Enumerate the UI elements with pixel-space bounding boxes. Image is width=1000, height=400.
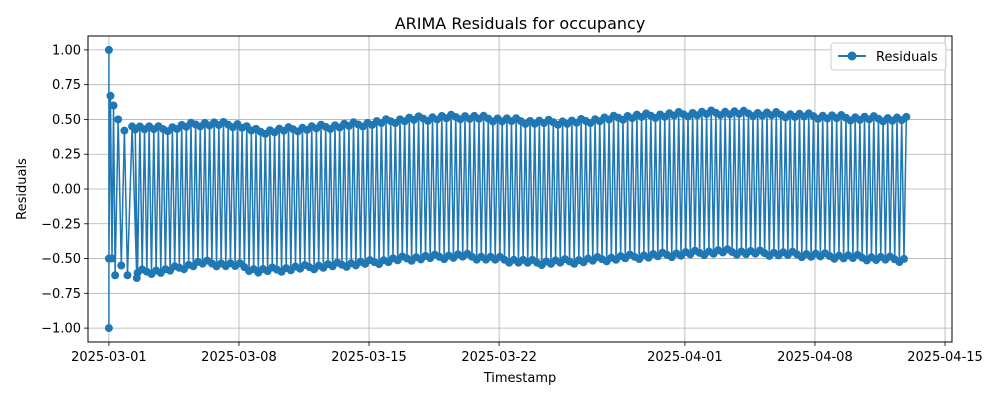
residual-point (114, 115, 123, 124)
residuals-markers (104, 45, 911, 333)
legend-label-residuals: Residuals (876, 50, 938, 65)
legend: Residuals (830, 42, 947, 71)
residual-point (902, 112, 911, 121)
y-axis-label: Residuals (15, 158, 30, 220)
residual-point (109, 101, 118, 110)
x-tick-label: 2025-03-15 (331, 350, 407, 365)
residual-point (106, 91, 115, 100)
x-tick-label: 2025-04-08 (777, 350, 853, 365)
y-tick-label: −0.75 (41, 287, 81, 302)
x-tick-label: 2025-04-15 (907, 350, 983, 365)
residual-point (104, 324, 113, 333)
legend-marker-residuals (847, 51, 857, 61)
y-tick-label: −0.50 (41, 252, 81, 267)
residual-point (900, 254, 908, 263)
x-tick-label: 2025-04-01 (647, 350, 723, 365)
residual-point (111, 271, 120, 280)
legend-box (830, 42, 947, 71)
y-tick-label: 0.25 (52, 148, 81, 163)
axis-ticks: 2025-03-01 2025-03-08 2025-03-15 2025-03-22… (41, 43, 983, 365)
chart-title: ARIMA Residuals for occupancy (395, 14, 646, 33)
y-tick-label: −1.00 (41, 322, 81, 337)
x-tick-label: 2025-03-01 (71, 350, 147, 365)
residual-point (123, 271, 132, 280)
residual-point (108, 254, 116, 263)
y-tick-label: 1.00 (52, 43, 81, 58)
y-tick-label: 0.50 (52, 113, 81, 128)
residual-point (120, 126, 129, 135)
y-tick-label: 0.75 (52, 78, 81, 93)
series-residuals (104, 45, 911, 333)
x-tick-label: 2025-03-08 (201, 350, 277, 365)
x-tick-label: 2025-03-22 (461, 350, 537, 365)
residual-point (117, 261, 126, 270)
residuals-line (108, 49, 908, 329)
y-tick-label: −0.25 (41, 217, 81, 232)
y-tick-label: 0.00 (52, 183, 81, 198)
residual-point (104, 45, 113, 54)
x-axis-label: Timestamp (483, 371, 557, 386)
